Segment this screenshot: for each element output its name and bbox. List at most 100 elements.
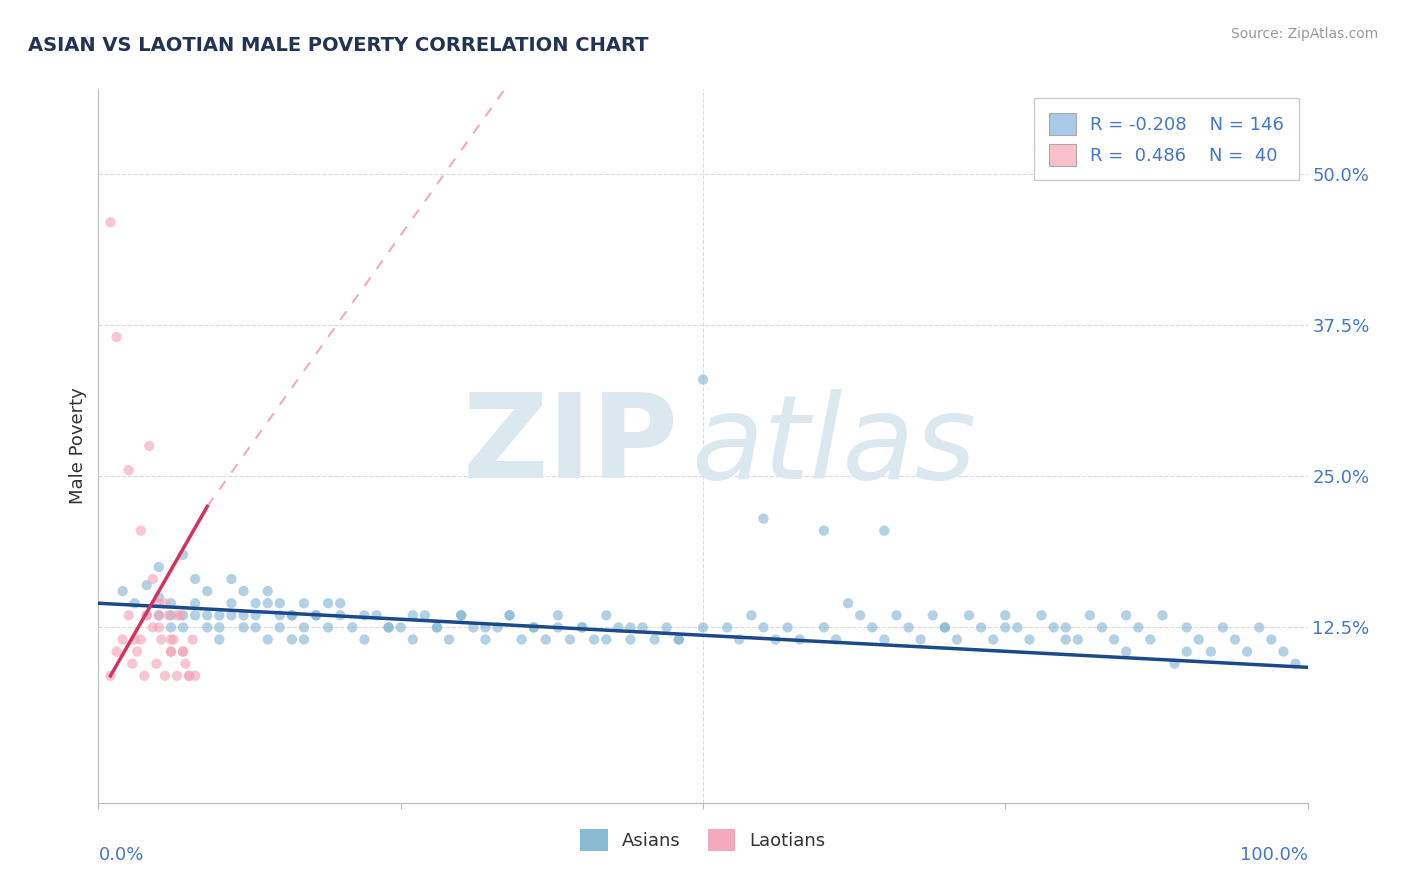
Point <box>256 584 278 599</box>
Point <box>124 632 146 647</box>
Point <box>668 632 690 647</box>
Point <box>668 632 690 647</box>
Point <box>148 590 170 604</box>
Point <box>486 620 509 634</box>
Point <box>100 669 122 683</box>
Point <box>153 596 176 610</box>
Point <box>366 608 388 623</box>
Point <box>692 372 714 386</box>
Point <box>558 632 581 647</box>
Point <box>426 620 449 634</box>
Point <box>157 608 180 623</box>
Point <box>1018 632 1040 647</box>
Point <box>184 572 207 586</box>
Point <box>849 608 872 623</box>
Point <box>510 632 533 647</box>
Point <box>316 596 339 610</box>
Point <box>160 608 183 623</box>
Point <box>134 669 156 683</box>
Point <box>789 632 811 647</box>
Text: Source: ZipAtlas.com: Source: ZipAtlas.com <box>1230 27 1378 41</box>
Point <box>166 608 188 623</box>
Point <box>172 620 194 634</box>
Point <box>619 620 641 634</box>
Point <box>208 632 231 647</box>
Point <box>172 548 194 562</box>
Point <box>160 645 183 659</box>
Point <box>138 439 160 453</box>
Point <box>142 620 165 634</box>
Point <box>463 620 485 634</box>
Point <box>1115 645 1137 659</box>
Point <box>174 657 197 671</box>
Point <box>245 608 267 623</box>
Point <box>1128 620 1150 634</box>
Point <box>148 560 170 574</box>
Point <box>1054 632 1077 647</box>
Point <box>450 608 472 623</box>
Point <box>655 620 678 634</box>
Point <box>1175 620 1198 634</box>
Point <box>111 584 134 599</box>
Point <box>825 632 848 647</box>
Point <box>221 596 243 610</box>
Point <box>498 608 520 623</box>
Point <box>256 632 278 647</box>
Point <box>245 596 267 610</box>
Point <box>571 620 593 634</box>
Point <box>910 632 932 647</box>
Point <box>221 572 243 586</box>
Point <box>148 608 170 623</box>
Point <box>897 620 920 634</box>
Point <box>946 632 969 647</box>
Point <box>281 608 304 623</box>
Point <box>619 632 641 647</box>
Point <box>353 632 375 647</box>
Point <box>921 608 943 623</box>
Point <box>184 608 207 623</box>
Point <box>692 620 714 634</box>
Point <box>195 620 218 634</box>
Text: atlas: atlas <box>690 389 976 503</box>
Point <box>162 632 184 647</box>
Point <box>437 632 460 647</box>
Point <box>728 632 751 647</box>
Point <box>160 620 183 634</box>
Point <box>342 620 364 634</box>
Point <box>172 645 194 659</box>
Point <box>281 632 304 647</box>
Point <box>292 620 315 634</box>
Point <box>1175 645 1198 659</box>
Legend: Asians, Laotians: Asians, Laotians <box>574 822 832 858</box>
Point <box>256 596 278 610</box>
Point <box>1260 632 1282 647</box>
Point <box>873 632 896 647</box>
Point <box>111 632 134 647</box>
Point <box>1163 657 1185 671</box>
Point <box>129 524 152 538</box>
Point <box>1212 620 1234 634</box>
Point <box>160 645 183 659</box>
Point <box>148 596 170 610</box>
Point <box>474 620 496 634</box>
Point <box>547 608 569 623</box>
Point <box>752 620 775 634</box>
Point <box>127 645 149 659</box>
Y-axis label: Male Poverty: Male Poverty <box>69 388 87 504</box>
Point <box>195 584 218 599</box>
Point <box>389 620 412 634</box>
Point <box>135 578 157 592</box>
Text: ASIAN VS LAOTIAN MALE POVERTY CORRELATION CHART: ASIAN VS LAOTIAN MALE POVERTY CORRELATIO… <box>28 36 648 54</box>
Point <box>1054 620 1077 634</box>
Point <box>353 608 375 623</box>
Point <box>329 596 352 610</box>
Point <box>1188 632 1211 647</box>
Point <box>426 620 449 634</box>
Point <box>534 632 557 647</box>
Point <box>292 632 315 647</box>
Point <box>160 632 183 647</box>
Point <box>269 596 291 610</box>
Point <box>1067 632 1090 647</box>
Point <box>135 608 157 623</box>
Point <box>860 620 883 634</box>
